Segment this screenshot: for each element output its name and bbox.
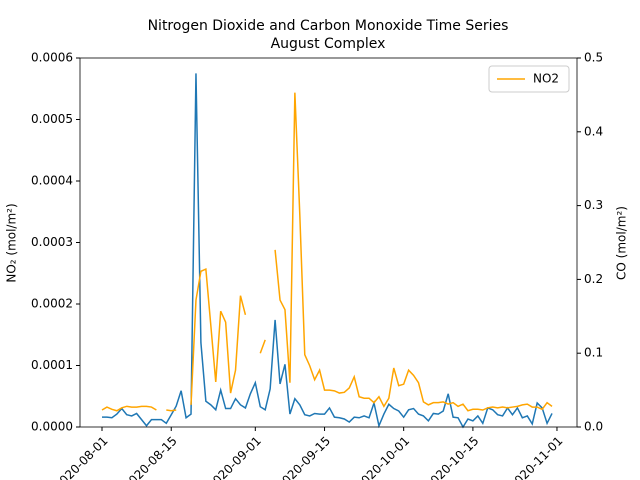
y-tick-label: 0.0006 bbox=[31, 51, 73, 65]
y2-axis-label: CO (mol/m²) bbox=[615, 206, 629, 280]
x-tick-label: 2020-10-01 bbox=[353, 434, 412, 480]
y-tick-label: 0.0001 bbox=[31, 358, 73, 372]
x-tick-label: 2020-08-15 bbox=[121, 434, 180, 480]
y-tick-label: 0.0004 bbox=[31, 174, 73, 188]
y2-tick-label: 0.4 bbox=[584, 124, 603, 138]
x-tick-label: 2020-09-01 bbox=[205, 434, 264, 480]
data-line bbox=[102, 73, 553, 429]
x-tick-label: 2020-09-15 bbox=[274, 434, 333, 480]
y2-tick-label: 0.0 bbox=[584, 420, 603, 434]
plot-frame bbox=[79, 57, 578, 428]
legend-box bbox=[488, 65, 570, 93]
y2-tick-label: 0.3 bbox=[584, 198, 603, 212]
y-tick-label: 0.0000 bbox=[31, 420, 73, 434]
chart-subtitle: August Complex bbox=[271, 36, 386, 52]
y2-tick-label: 0.5 bbox=[584, 51, 603, 65]
x-tick-label: 2020-08-01 bbox=[51, 434, 110, 480]
y-axis-label: NO₂ (mol/m²) bbox=[5, 203, 19, 282]
chart-title: Nitrogen Dioxide and Carbon Monoxide Tim… bbox=[148, 18, 509, 34]
y2-tick-label: 0.2 bbox=[584, 272, 603, 286]
y-tick-label: 0.0002 bbox=[31, 297, 73, 311]
y2-tick-label: 0.1 bbox=[584, 346, 603, 360]
data-line bbox=[101, 92, 553, 412]
y-tick-label: 0.0003 bbox=[31, 235, 73, 249]
legend-label: NO2 bbox=[533, 72, 559, 86]
x-tick-label: 2020-10-15 bbox=[422, 434, 481, 480]
y-tick-label: 0.0005 bbox=[31, 112, 73, 126]
x-tick-label: 2020-11-01 bbox=[506, 434, 565, 480]
